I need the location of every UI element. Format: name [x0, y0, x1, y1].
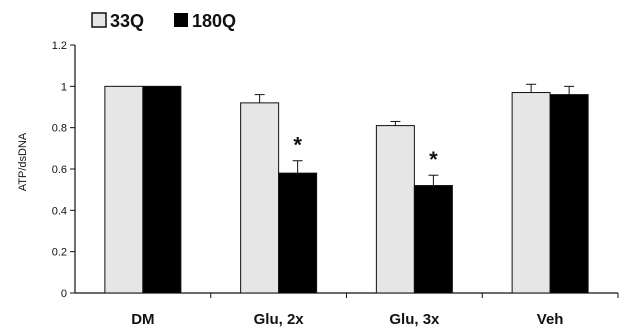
x-category-label: DM — [131, 311, 154, 328]
bar-180q-3 — [549, 94, 589, 294]
y-axis-label: ATP/dsDNA — [17, 132, 29, 191]
y-tick-label: 0.8 — [52, 123, 67, 135]
significance-star: * — [429, 147, 438, 172]
bar-33q-0 — [104, 85, 144, 294]
bar-180q-1 — [278, 172, 318, 294]
y-tick-label: 1.2 — [52, 40, 67, 52]
bar-33q-2 — [375, 125, 415, 294]
plot-area: 0 0.2 0.4 0.6 0.8 1 1.2 DM Glu, 2x Glu, 3x Veh * * — [52, 40, 619, 328]
x-category-label: Glu, 3x — [389, 311, 440, 328]
legend-label-33q: 33Q — [110, 11, 144, 31]
bar-33q-1 — [240, 102, 280, 294]
y-tick-label: 0.4 — [52, 205, 67, 217]
legend-swatch-180q — [174, 13, 188, 27]
y-tick-label: 0 — [61, 288, 67, 300]
bar-180q-2 — [413, 185, 453, 294]
y-tick-label: 1 — [61, 81, 67, 93]
y-tick-label: 0.6 — [52, 164, 67, 176]
legend: 33Q 180Q — [91, 11, 236, 31]
legend-label-180q: 180Q — [192, 11, 236, 31]
x-category-label: Glu, 2x — [254, 311, 305, 328]
y-tick-label: 0.2 — [52, 247, 67, 259]
significance-star: * — [293, 133, 302, 158]
x-category-label: Veh — [537, 311, 564, 328]
legend-swatch-33q — [91, 12, 107, 28]
bar-180q-0 — [142, 85, 182, 294]
bar-33q-3 — [511, 92, 551, 294]
